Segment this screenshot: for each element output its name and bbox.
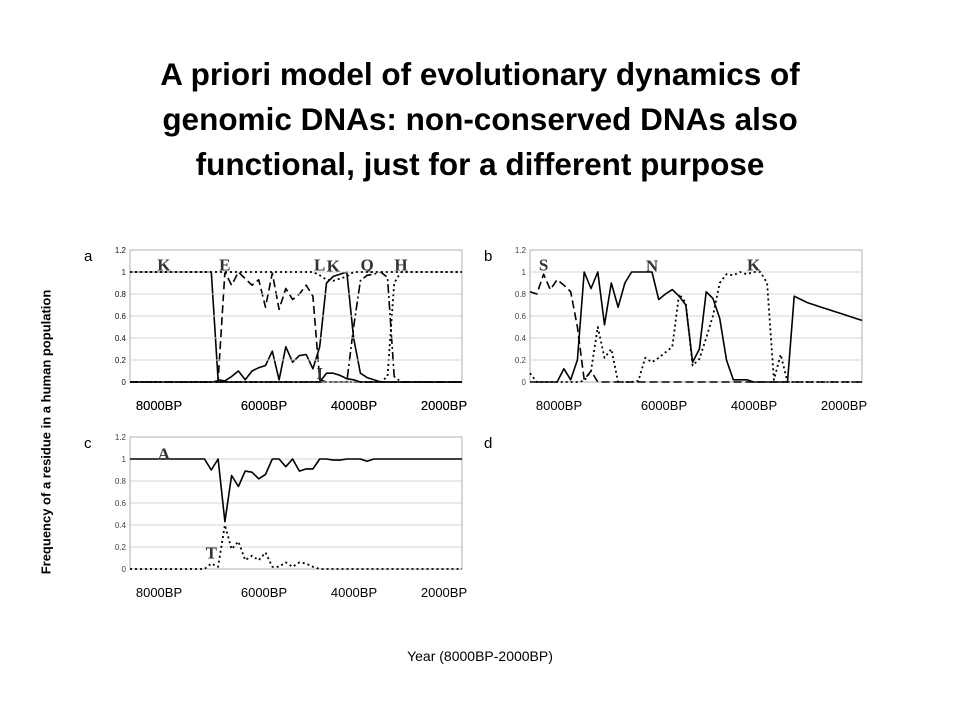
x-tick-label: 8000BP	[136, 398, 182, 413]
residue-annotation: Q	[361, 255, 374, 274]
panel-c-chart: 0 0.2 0.4 0.6 0.8 1 1.2 A T 8000BP 6000BP 4000BP 200…	[115, 433, 467, 600]
title-line: A priori model of evolutionary dynamics …	[160, 56, 800, 92]
residue-annotation: T	[206, 544, 218, 563]
residue-annotation: K	[157, 255, 171, 274]
y-tick-label: 1.2	[515, 246, 527, 255]
x-tick-label: 4000BP	[331, 398, 377, 413]
y-tick-label: 0.4	[115, 521, 127, 530]
series-line-solid	[530, 271, 863, 383]
y-tick-label: 0.2	[115, 356, 127, 365]
series-line-solid	[130, 458, 462, 523]
x-tick-label: 4000BP	[331, 585, 377, 600]
y-tick-label: 1.2	[115, 246, 127, 255]
plot-frame	[529, 249, 863, 383]
residue-annotation: N	[646, 256, 659, 275]
title-line: genomic DNAs: non-conserved DNAs also	[162, 101, 798, 137]
y-tick-label: 1	[522, 268, 527, 277]
panel-a-chart: 0 0.2 0.4 0.6 0.8 1 1.2 K E K Q H 8000BP 6000BP 4000BP…	[115, 246, 467, 413]
series-line-solid	[130, 271, 462, 383]
y-tick-label: 0.2	[515, 356, 527, 365]
x-tick-label: 4000BP	[331, 398, 377, 413]
panel-letter: a	[84, 248, 93, 265]
series-line-dashed	[130, 271, 462, 383]
y-tick-label: 0.4	[115, 334, 127, 343]
y-tick-label: 0.6	[115, 312, 127, 321]
panel-letter: d	[484, 435, 493, 452]
x-tick-label: 6000BP	[241, 398, 287, 413]
series-line-solid	[130, 372, 462, 383]
y-tick-label: 0	[122, 565, 127, 574]
x-tick-label: 8000BP	[536, 398, 582, 413]
panel-c: c 0 0.2 0.4 0.6 0.8 1 1.2 A T 8000BP 6000BP 4000BP 2…	[84, 425, 467, 610]
y-tick-label: 0	[522, 378, 527, 387]
panel-letter: c	[84, 435, 92, 452]
y-tick-label: 0.4	[515, 334, 527, 343]
series-line-dotted	[529, 271, 862, 383]
series-line-dashdot	[130, 271, 462, 383]
series-line-dotted	[130, 271, 462, 383]
y-tick-label: 0.8	[115, 290, 127, 299]
x-tick-label: 8000BP	[136, 585, 182, 600]
y-tick-label: 0	[122, 378, 127, 387]
x-tick-label: 4000BP	[731, 398, 777, 413]
y-tick-label: 1.2	[115, 433, 127, 442]
x-tick-label: 6000BP	[641, 398, 687, 413]
residue-annotation: K	[327, 256, 341, 275]
y-tick-label: 1	[122, 268, 127, 277]
y-axis-label: Frequency of a residue in a human popula…	[38, 289, 54, 575]
x-tick-label: 2000BP	[821, 398, 867, 413]
residue-annotation: K	[747, 255, 761, 274]
x-tick-label: 2000BP	[421, 398, 467, 413]
x-tick-label: 6000BP	[241, 585, 287, 600]
panel-letter: b	[484, 248, 493, 265]
residue-annotation: H	[394, 255, 407, 274]
y-tick-label: 0.2	[115, 543, 127, 552]
y-tick-label: 0.8	[515, 290, 527, 299]
series-line-dotted	[130, 271, 462, 282]
panel-d-chart	[484, 425, 864, 610]
slide-title: A priori model of evolutionary dynamics …	[60, 52, 900, 187]
y-tick-label: 1	[122, 455, 127, 464]
panel-b-chart: 0 0.2 0.4 0.6 0.8 1 1.2 S N K 8000BP 6000BP 4000BP 20…	[515, 246, 867, 413]
plot-frame	[129, 436, 463, 570]
y-tick-label: 0.6	[115, 312, 127, 321]
x-axis-label: Year (8000BP-2000BP)	[407, 648, 553, 664]
title-line: functional, just for a different purpose	[195, 146, 765, 182]
panel-a: a 0 0.2 0.4 0.6 0.8 1 1.2 K E K Q H 8000BP 6000BP 4000…	[84, 238, 467, 423]
y-tick-label: 0.6	[515, 312, 527, 321]
y-tick-label: 1	[122, 268, 127, 277]
x-tick-label: 6000BP	[241, 398, 287, 413]
x-tick-label: 2000BP	[421, 398, 467, 413]
y-tick-label: 0.2	[115, 356, 127, 365]
panel-d: d	[484, 425, 864, 610]
x-tick-label: 2000BP	[421, 585, 467, 600]
series-line-dotted	[130, 524, 462, 570]
y-tick-label: 0.6	[115, 499, 127, 508]
x-tick-label: 8000BP	[136, 398, 182, 413]
residue-annotation: S	[539, 255, 548, 274]
panel-b: b 0 0.2 0.4 0.6 0.8 1 1.2 S N K 8000BP 6000BP 4000BP…	[484, 238, 867, 423]
y-tick-label: 1.2	[115, 246, 127, 255]
y-tick-label: 0	[122, 378, 127, 387]
residue-annotation: E	[219, 255, 230, 274]
y-tick-label: 0.8	[115, 477, 127, 486]
residue-annotation: A	[158, 445, 171, 464]
y-tick-label: 0.8	[115, 290, 127, 299]
residue-annotation: I	[316, 364, 323, 383]
y-tick-label: 0.4	[115, 334, 127, 343]
residue-annotation: L	[314, 255, 325, 274]
